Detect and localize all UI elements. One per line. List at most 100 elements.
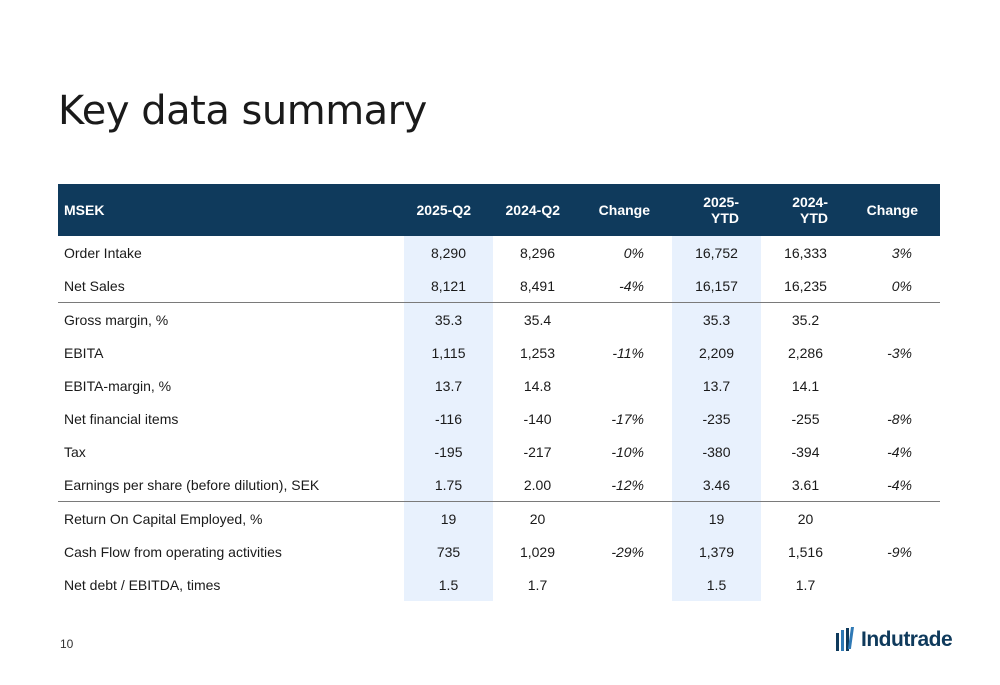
value-cell: -116 [404,402,493,435]
value-cell: 19 [404,501,493,535]
column-header-2024-q2: 2024-Q2 [493,184,582,236]
value-cell: 35.3 [404,302,493,336]
value-cell: 1.7 [527,576,548,593]
change-cell [582,302,672,336]
value-cell: 3.46 [672,468,761,502]
value-cell: 35.2 [761,302,850,336]
change-cell [850,302,940,336]
change-cell: 0% [623,244,644,261]
page-title: Key data summary [58,88,427,134]
change-cell: -17% [611,410,644,427]
value-cell: 735 [404,535,493,568]
key-data-table: MSEK 2025-Q2 2024-Q2 Change 2025-YTD 202… [58,184,940,601]
value-cell: -217 [523,443,552,460]
value-cell: 1.7 [795,576,816,593]
value-cell: 8,290 [404,236,493,269]
value-cell: -235 [672,402,761,435]
table-row: Net financial items -116 -140 -17% -235 -255 -… [58,402,940,435]
value-cell: 1,253 [519,344,556,361]
value-cell: 1,516 [787,543,824,560]
value-cell: 3.61 [791,476,820,493]
change-cell: 3% [891,244,912,261]
value-cell: 20 [493,501,582,535]
column-header-2025-q2: 2025-Q2 [404,184,493,236]
table-row: Cash Flow from operating activities 735 1,… [58,535,940,568]
change-cell [850,369,940,402]
change-cell: 0% [891,277,912,294]
change-cell [582,369,672,402]
table-row: Tax -195 -217 -10% -380 -394 -4% [58,435,940,468]
value-cell: -380 [672,435,761,468]
value-cell: 14.8 [523,377,552,394]
value-cell: 1,115 [404,336,493,369]
table-row: Return On Capital Employed, % 19 20 19 20 [58,501,940,535]
value-cell: 13.7 [404,369,493,402]
indutrade-logo-icon [836,627,854,651]
row-label: EBITA-margin, % [64,377,172,394]
value-cell: 16,752 [672,236,761,269]
change-cell: -29% [611,543,644,560]
value-cell: 35.3 [672,302,761,336]
change-cell [582,501,672,535]
value-cell: 1,029 [519,543,556,560]
value-cell: 2.00 [523,476,552,493]
value-cell: -195 [404,435,493,468]
value-cell: 2,286 [787,344,824,361]
column-header-change-ytd: Change [850,184,940,236]
row-label: Order Intake [64,244,142,261]
value-cell: 20 [761,501,850,535]
logo-wordmark: Indutrade [861,628,953,651]
row-label: EBITA [64,344,104,361]
change-cell: -9% [887,543,912,560]
table-row: EBITA-margin, % 13.7 14.8 13.7 14.1 [58,369,940,402]
value-cell: 1.75 [404,468,493,502]
value-cell: -255 [791,410,820,427]
table-row: Net Sales 8,121 8,491 -4% 16,157 16,235 0% [58,269,940,303]
value-cell: 1,379 [672,535,761,568]
change-cell: -4% [887,443,912,460]
table-row: Gross margin, % 35.3 35.4 35.3 35.2 [58,302,940,336]
row-label: Net Sales [64,277,125,294]
change-cell [582,568,672,601]
column-header-2024-ytd: 2024-YTD [761,184,850,236]
table-row: Net debt / EBITDA, times 1.5 1.7 1.5 1.7 [58,568,940,601]
value-cell: 35.4 [493,302,582,336]
change-cell: -4% [887,476,912,493]
row-label: Cash Flow from operating activities [64,543,282,560]
change-cell: -4% [619,277,644,294]
value-cell: 16,333 [784,244,827,261]
row-label: Net financial items [64,410,179,427]
column-header-change-quarter: Change [582,184,672,236]
value-cell: 8,491 [519,277,556,294]
change-cell: -8% [887,410,912,427]
value-cell: 1.5 [672,568,761,601]
value-cell: 8,296 [519,244,556,261]
row-label: Net debt / EBITDA, times [64,576,221,593]
page-number: 10 [60,637,74,651]
table-row: Earnings per share (before dilution), SE… [58,468,940,502]
value-cell: 16,157 [672,269,761,303]
table-header-row: MSEK 2025-Q2 2024-Q2 Change 2025-YTD 202… [58,184,940,236]
change-cell [850,501,940,535]
row-label: Return On Capital Employed, % [58,501,404,535]
value-cell: 14.1 [791,377,820,394]
column-header-msek: MSEK [58,184,404,236]
value-cell: 13.7 [672,369,761,402]
row-label: Gross margin, % [58,302,404,336]
row-label: Earnings per share (before dilution), SE… [64,476,320,493]
value-cell: 1.5 [404,568,493,601]
column-header-2025-ytd: 2025-YTD [672,184,761,236]
value-cell: 2,209 [672,336,761,369]
change-cell: -10% [611,443,644,460]
change-cell: -12% [611,476,644,493]
value-cell: 16,235 [784,277,827,294]
indutrade-logo: Indutrade [836,627,953,653]
value-cell: -394 [791,443,820,460]
value-cell: -140 [523,410,552,427]
table-row: Order Intake 8,290 8,296 0% 16,752 16,333 3% [58,236,940,269]
row-label: Tax [64,443,86,460]
table-row: EBITA 1,115 1,253 -11% 2,209 2,286 -3% [58,336,940,369]
value-cell: 8,121 [404,269,493,303]
change-cell [850,568,940,601]
change-cell: -11% [612,344,644,361]
